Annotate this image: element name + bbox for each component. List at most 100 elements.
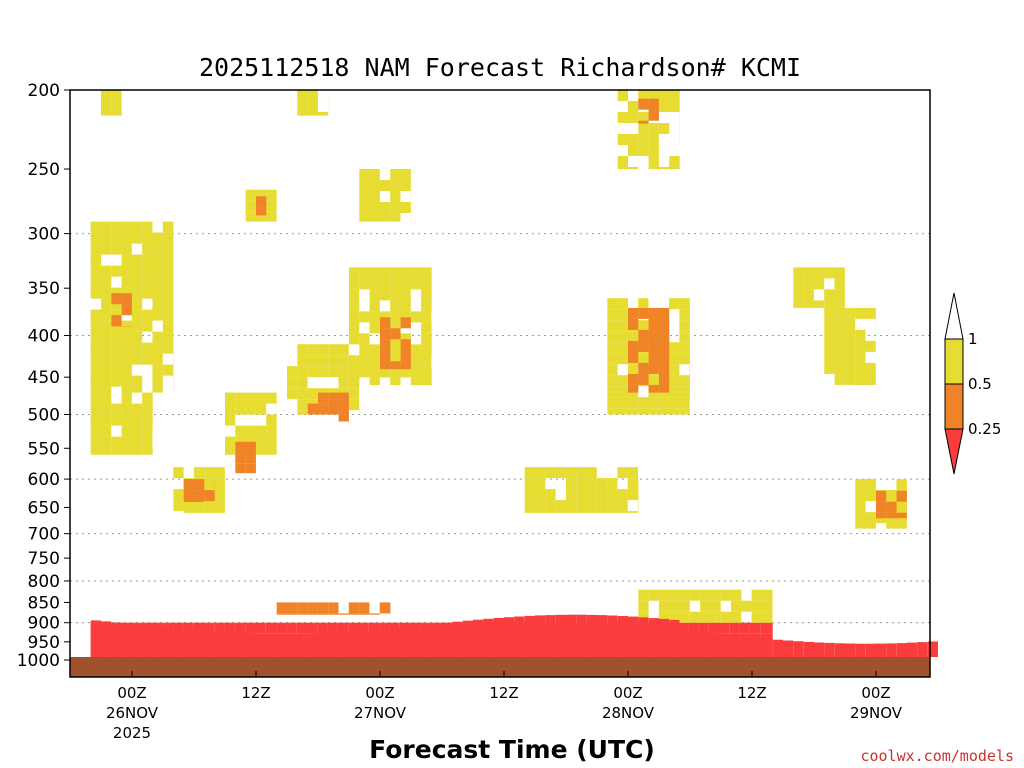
data-cell — [535, 511, 546, 513]
data-cell — [235, 403, 246, 415]
data-cell — [628, 307, 639, 319]
data-cell — [421, 355, 432, 367]
data-cell — [142, 265, 153, 277]
data-cell — [369, 366, 380, 378]
data-cell — [793, 278, 804, 290]
data-cell — [824, 307, 835, 319]
data-cell — [121, 287, 132, 299]
data-cell — [627, 511, 638, 513]
data-cell — [886, 501, 897, 513]
data-cell — [101, 392, 112, 404]
data-cell — [400, 339, 411, 351]
low-level-band — [297, 634, 308, 657]
data-cell — [214, 489, 225, 501]
data-cell — [131, 276, 143, 288]
data-cell — [421, 333, 432, 345]
data-cell — [369, 377, 380, 385]
data-cell — [287, 602, 298, 614]
data-cell — [834, 362, 845, 374]
data-cell — [235, 441, 246, 453]
colorbar-bin — [944, 338, 964, 385]
low-level-band — [628, 616, 639, 657]
data-cell — [245, 189, 256, 201]
data-cell — [90, 287, 101, 299]
data-cell — [256, 196, 267, 208]
data-cell — [669, 386, 680, 398]
data-cell — [793, 267, 804, 279]
data-cell — [421, 322, 432, 334]
data-cell — [359, 333, 370, 345]
data-cell — [142, 309, 153, 321]
data-cell — [162, 276, 174, 288]
data-cell — [535, 478, 546, 490]
data-cell — [111, 447, 122, 455]
data-cell — [855, 373, 866, 385]
data-cell — [90, 436, 101, 448]
data-cell — [751, 600, 762, 612]
data-cell — [121, 436, 132, 448]
data-cell — [607, 331, 618, 343]
data-cell — [793, 289, 804, 301]
x-tick-label: 12Z — [737, 684, 766, 702]
data-cell — [607, 309, 618, 321]
y-tick-label: 600 — [28, 470, 60, 490]
data-cell — [90, 309, 101, 321]
credit-text[interactable]: coolwx.com/models — [860, 747, 1014, 765]
x-tick-label: 12Z — [489, 684, 518, 702]
data-cell — [111, 331, 122, 343]
data-cell — [576, 500, 587, 512]
data-cell — [400, 169, 411, 180]
data-cell — [235, 452, 246, 464]
data-cell — [669, 408, 680, 415]
low-level-band — [731, 635, 742, 657]
axes — [69, 89, 931, 678]
data-cell — [152, 364, 163, 376]
data-cell — [617, 342, 628, 354]
data-cell — [379, 267, 391, 279]
data-cell — [731, 589, 742, 601]
data-cell — [194, 501, 205, 502]
data-cell — [710, 611, 721, 623]
data-cell — [152, 342, 163, 354]
data-cell — [256, 211, 267, 222]
data-cell — [183, 500, 194, 512]
data-cell — [234, 622, 246, 634]
data-cell — [628, 101, 639, 112]
data-cell — [658, 329, 670, 341]
data-cell — [669, 90, 680, 101]
data-cell — [162, 342, 174, 354]
data-cell — [679, 342, 690, 354]
low-level-band — [101, 621, 112, 657]
data-cell — [628, 373, 639, 385]
data-cell — [348, 399, 360, 411]
data-cell — [545, 467, 556, 479]
data-cell — [844, 329, 856, 341]
y-tick-label: 1000 — [17, 651, 60, 671]
data-cell — [855, 362, 866, 374]
data-cell — [101, 403, 112, 415]
data-cell — [256, 189, 267, 201]
data-cell — [524, 478, 535, 490]
x-tick-label: 00Z — [117, 684, 146, 702]
low-level-band — [886, 643, 897, 657]
data-cell — [297, 366, 308, 378]
low-level-band — [566, 614, 577, 657]
data-cell — [607, 375, 618, 387]
data-cell — [400, 180, 411, 191]
data-cell — [855, 307, 866, 319]
data-cell — [338, 414, 349, 422]
colorbar-under — [944, 428, 964, 475]
data-cell — [793, 300, 804, 308]
data-cell — [338, 613, 349, 615]
y-tick-label: 200 — [28, 81, 60, 101]
data-cell — [287, 388, 298, 400]
y-axis-ticks: 200 250 300 350 400 450 500 550 600 650 700 750 8008… — [17, 81, 70, 671]
low-level-band — [287, 634, 298, 657]
data-cell — [720, 589, 731, 601]
data-cell — [90, 342, 101, 354]
low-level-band — [442, 622, 453, 657]
data-cell — [679, 375, 690, 387]
data-cell — [565, 489, 577, 501]
data-cell — [111, 221, 122, 233]
data-cell — [142, 425, 153, 437]
